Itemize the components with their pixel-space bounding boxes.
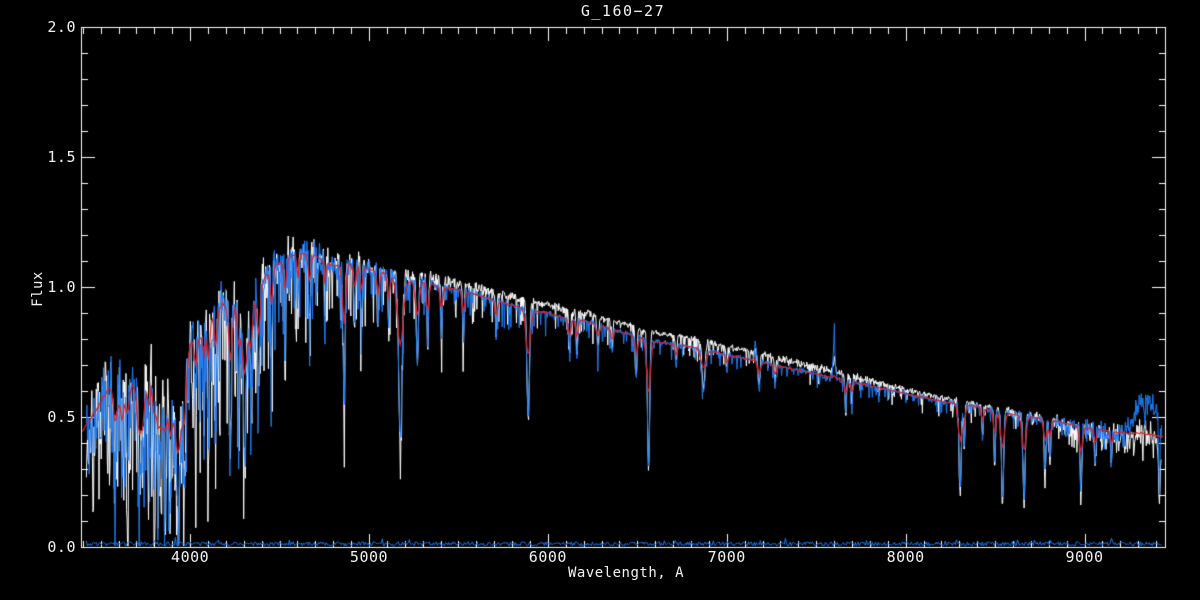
x-tick-label: 5000: [349, 548, 389, 566]
x-tick-label: 4000: [171, 548, 210, 566]
x-tick-label: 8000: [886, 548, 925, 566]
x-tick-label: 9000: [1065, 548, 1104, 566]
y-tick-label: 2.0: [47, 18, 76, 36]
x-tick-label: 6000: [528, 548, 567, 566]
y-tick-label: 0.5: [47, 408, 76, 426]
y-tick-label: 0.0: [47, 538, 76, 556]
x-axis-label: Wavelength, A: [567, 565, 685, 581]
y-tick-label: 1.0: [47, 278, 76, 296]
x-tick-label: 7000: [707, 548, 746, 566]
y-tick-label: 1.5: [47, 148, 76, 166]
plot-title: G_160−27: [580, 2, 666, 20]
